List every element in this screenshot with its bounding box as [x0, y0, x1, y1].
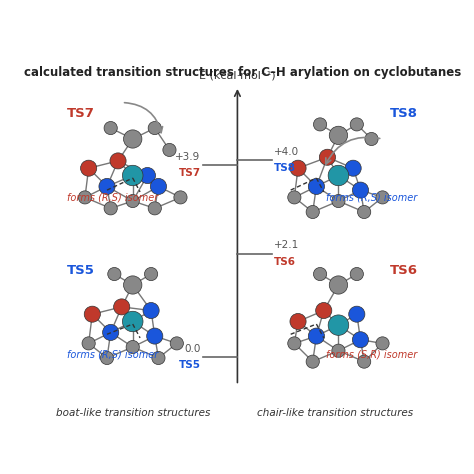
Circle shape	[124, 130, 142, 148]
Circle shape	[306, 205, 319, 219]
Circle shape	[349, 306, 365, 322]
Circle shape	[308, 328, 325, 344]
Text: calculated transition structures for C–H arylation on cyclobutanes: calculated transition structures for C–H…	[24, 66, 462, 79]
Circle shape	[174, 191, 187, 204]
Circle shape	[376, 191, 389, 204]
Circle shape	[170, 337, 183, 350]
Circle shape	[163, 143, 176, 156]
Text: +3.9: +3.9	[175, 152, 201, 162]
Circle shape	[328, 315, 349, 336]
Text: forms (R,S) isomer: forms (R,S) isomer	[326, 192, 418, 202]
Circle shape	[376, 337, 389, 350]
Circle shape	[290, 160, 306, 176]
Circle shape	[110, 153, 126, 169]
Circle shape	[306, 355, 319, 368]
Circle shape	[329, 276, 347, 294]
Circle shape	[81, 160, 97, 176]
Circle shape	[143, 302, 159, 319]
Circle shape	[150, 178, 166, 194]
Text: TS8: TS8	[274, 163, 296, 173]
Circle shape	[122, 311, 143, 332]
Circle shape	[308, 178, 325, 194]
Circle shape	[146, 328, 163, 344]
Text: 0.0: 0.0	[184, 344, 201, 354]
Circle shape	[104, 202, 117, 215]
Circle shape	[357, 205, 371, 219]
Text: TS5: TS5	[66, 264, 94, 277]
Circle shape	[352, 332, 369, 348]
Circle shape	[99, 178, 115, 194]
Circle shape	[126, 194, 139, 208]
Circle shape	[82, 337, 95, 350]
Circle shape	[329, 126, 347, 145]
Circle shape	[313, 267, 327, 281]
Circle shape	[148, 202, 161, 215]
Circle shape	[328, 165, 349, 186]
Circle shape	[316, 302, 332, 319]
Text: TS7: TS7	[66, 107, 94, 120]
Circle shape	[365, 132, 378, 146]
Text: forms (R,S) isomer: forms (R,S) isomer	[66, 192, 158, 202]
Text: forms (R,S) isomer: forms (R,S) isomer	[66, 349, 158, 359]
Text: TS6: TS6	[274, 256, 296, 266]
Circle shape	[124, 276, 142, 294]
Circle shape	[357, 355, 371, 368]
Circle shape	[290, 313, 306, 329]
Circle shape	[122, 165, 143, 186]
Circle shape	[152, 351, 165, 365]
Circle shape	[78, 191, 91, 204]
Text: forms (S,R) isomer: forms (S,R) isomer	[326, 349, 418, 359]
Text: TS8: TS8	[390, 107, 418, 120]
Circle shape	[139, 167, 155, 183]
Circle shape	[350, 118, 364, 131]
Text: TS7: TS7	[179, 168, 201, 178]
Circle shape	[288, 337, 301, 350]
Circle shape	[100, 351, 114, 365]
Circle shape	[148, 121, 161, 135]
Circle shape	[104, 121, 117, 135]
Circle shape	[350, 267, 364, 281]
Text: TS5: TS5	[179, 360, 201, 370]
Circle shape	[352, 182, 369, 198]
Text: E (kcal·mol⁻¹): E (kcal·mol⁻¹)	[199, 71, 276, 81]
Circle shape	[332, 194, 345, 208]
Circle shape	[108, 267, 121, 281]
Circle shape	[288, 191, 301, 204]
Circle shape	[345, 160, 361, 176]
Text: +2.1: +2.1	[274, 240, 300, 250]
Circle shape	[102, 324, 119, 340]
Text: TS6: TS6	[390, 264, 418, 277]
Circle shape	[319, 149, 336, 165]
Circle shape	[332, 344, 345, 357]
Text: +4.0: +4.0	[274, 147, 299, 157]
Text: chair-like transition structures: chair-like transition structures	[257, 408, 413, 418]
Circle shape	[84, 306, 100, 322]
Circle shape	[145, 267, 158, 281]
Circle shape	[126, 340, 139, 354]
Text: boat-like transition structures: boat-like transition structures	[55, 408, 210, 418]
Circle shape	[313, 118, 327, 131]
Circle shape	[114, 299, 130, 315]
